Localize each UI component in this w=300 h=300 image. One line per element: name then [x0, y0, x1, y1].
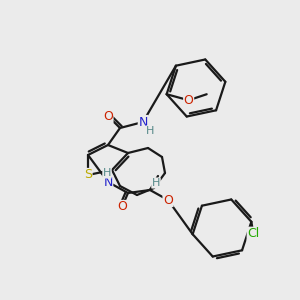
Text: O: O: [117, 200, 127, 214]
Text: N: N: [103, 176, 113, 188]
Text: H: H: [103, 168, 111, 178]
Text: N: N: [138, 116, 148, 128]
Text: H: H: [152, 178, 160, 188]
Text: H: H: [146, 126, 154, 136]
Text: S: S: [84, 169, 92, 182]
Text: O: O: [103, 110, 113, 122]
Text: O: O: [163, 194, 173, 206]
Text: Cl: Cl: [247, 227, 260, 240]
Text: O: O: [184, 94, 194, 107]
